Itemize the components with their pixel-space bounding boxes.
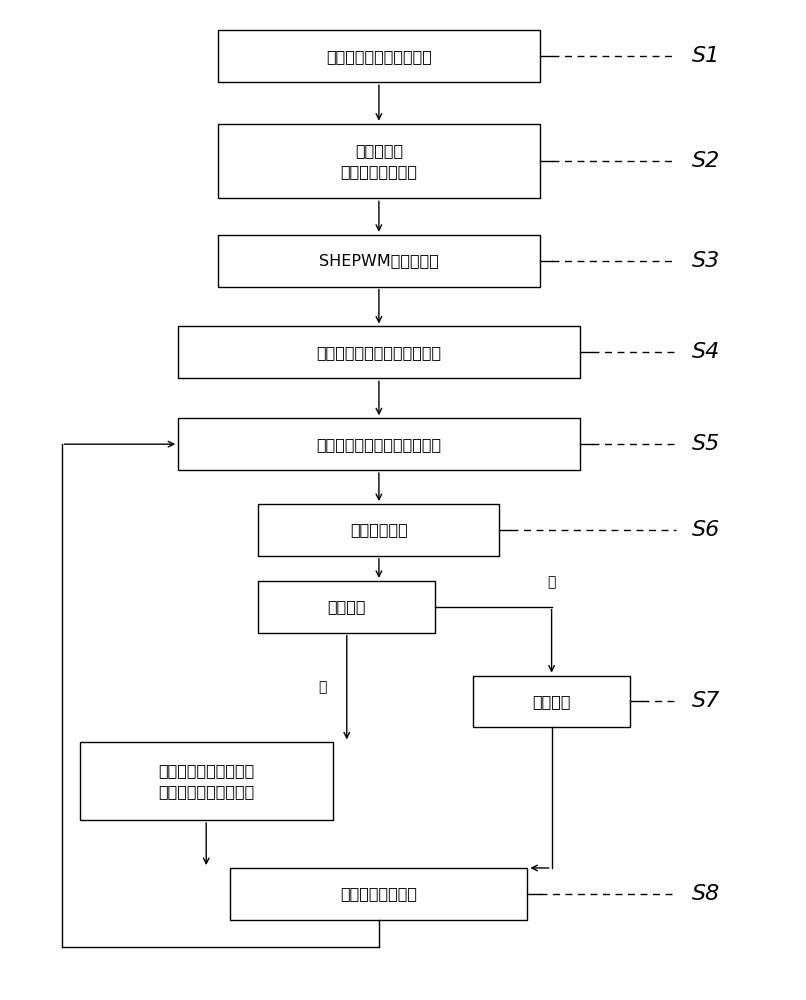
Text: 确定开关角数量和调制度: 确定开关角数量和调制度 — [326, 49, 432, 64]
Bar — [231, 868, 527, 920]
Bar — [259, 581, 435, 633]
Text: 求解开关角
绘制三相输出波形: 求解开关角 绘制三相输出波形 — [340, 143, 418, 179]
Bar — [80, 742, 333, 820]
Text: SHEPWM输出矢量化: SHEPWM输出矢量化 — [319, 253, 438, 268]
Text: 矢量类型判断: 矢量类型判断 — [350, 522, 408, 537]
Text: S1: S1 — [692, 46, 721, 66]
Bar — [259, 504, 500, 556]
Text: 进入下一个时间段: 进入下一个时间段 — [340, 886, 418, 901]
Bar — [178, 326, 580, 378]
Bar — [473, 676, 630, 727]
Text: S4: S4 — [692, 342, 721, 362]
Text: S3: S3 — [692, 251, 721, 271]
Text: 确定当前时间段三相输出矢量: 确定当前时间段三相输出矢量 — [316, 437, 442, 452]
Bar — [218, 124, 539, 198]
Text: S7: S7 — [692, 691, 721, 711]
Bar — [178, 418, 580, 470]
Text: 照常输出: 照常输出 — [532, 694, 571, 709]
Text: 计算输出矢量变化和作用区间: 计算输出矢量变化和作用区间 — [316, 345, 442, 360]
Text: 否: 否 — [547, 575, 556, 589]
Text: 是: 是 — [318, 680, 327, 694]
Text: S6: S6 — [692, 520, 721, 540]
Text: S8: S8 — [692, 884, 721, 904]
Text: S5: S5 — [692, 434, 721, 454]
Bar — [218, 30, 539, 82]
Bar — [218, 235, 539, 287]
Text: 切换为与该矢量同一位
置与之成对的负小矢量: 切换为与该矢量同一位 置与之成对的负小矢量 — [158, 763, 255, 799]
Text: S2: S2 — [692, 151, 721, 171]
Text: 正小矢量: 正小矢量 — [327, 599, 366, 614]
